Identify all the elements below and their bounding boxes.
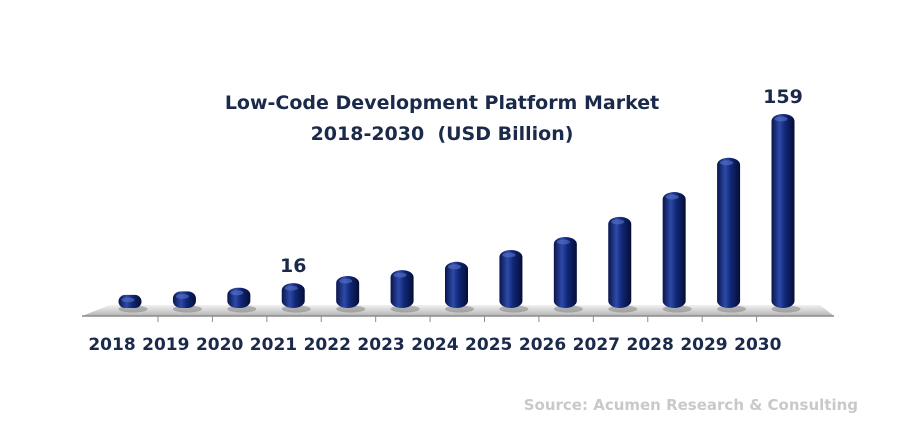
data-labels-layer: 16 159 [280, 86, 803, 277]
bar-body-2029 [717, 157, 741, 308]
x-tick-label-2027: 2027 [573, 335, 620, 355]
x-tick-label-2028: 2028 [627, 335, 674, 355]
bar-2021 [281, 283, 311, 313]
x-tick-label-2019: 2019 [142, 335, 189, 355]
bar-body-2019 [172, 291, 196, 308]
bar-body-2027 [608, 216, 632, 308]
bar-body-2030 [771, 114, 795, 308]
bar-2018 [118, 294, 148, 313]
x-tick-label-2021: 2021 [250, 335, 297, 355]
x-tick-label-2030: 2030 [734, 335, 781, 355]
bar-highlight-2027 [611, 219, 625, 225]
x-tick-label-2023: 2023 [357, 335, 404, 355]
bar-highlight-2021 [284, 285, 298, 291]
x-tick-labels-layer: 2018 2019 2020 2021 2022 2023 2024 2025 2026 2027… [88, 335, 781, 355]
bar-2019 [172, 291, 202, 313]
x-ticks-layer [157, 316, 758, 322]
bar-highlight-2019 [175, 293, 189, 299]
bar-highlight-2024 [448, 264, 461, 270]
bar-2025 [499, 249, 529, 313]
bar-body-2025 [499, 249, 523, 308]
bar-body-2026 [553, 236, 577, 308]
data-label-2021: 16 [280, 255, 306, 277]
x-tick-label-2026: 2026 [519, 335, 566, 355]
bar-highlight-2022 [339, 278, 353, 284]
bar-body-2024 [445, 261, 468, 308]
bar-2026 [553, 236, 583, 313]
source-note: Source: Acumen Research & Consulting [524, 396, 858, 414]
bar-2020 [227, 287, 257, 313]
bar-highlight-2025 [502, 252, 516, 258]
bar-2028 [662, 192, 692, 313]
bar-2023 [390, 270, 420, 313]
chart-title: Low-Code Development Platform Market [225, 92, 659, 114]
bar-highlight-2028 [665, 194, 679, 200]
x-tick-label-2025: 2025 [465, 335, 512, 355]
bar-highlight-2029 [720, 160, 734, 166]
bar-2030 [771, 114, 801, 313]
bar-2024 [445, 261, 474, 313]
bar-highlight-2023 [393, 272, 407, 278]
x-tick-label-2029: 2029 [680, 335, 727, 355]
bar-body-2028 [662, 192, 686, 308]
x-tick-label-2018: 2018 [88, 335, 135, 355]
data-label-2030: 159 [763, 86, 803, 108]
bar-highlight-2026 [556, 239, 570, 245]
bar-highlight-2030 [774, 116, 788, 122]
bar-2027 [608, 216, 638, 313]
bar-2022 [336, 275, 366, 313]
x-tick-label-2020: 2020 [196, 335, 243, 355]
bar-highlight-2020 [230, 290, 244, 296]
bar-body-2022 [336, 275, 360, 308]
bar-2029 [717, 157, 747, 313]
bar-highlight-2018 [121, 297, 135, 303]
x-tick-label-2024: 2024 [411, 335, 458, 355]
bars-layer [118, 114, 801, 313]
chart-floor [82, 305, 834, 316]
bar-body-2023 [390, 270, 414, 308]
chart-subtitle: 2018-2030 (USD Billion) [311, 123, 574, 145]
x-tick-label-2022: 2022 [304, 335, 351, 355]
